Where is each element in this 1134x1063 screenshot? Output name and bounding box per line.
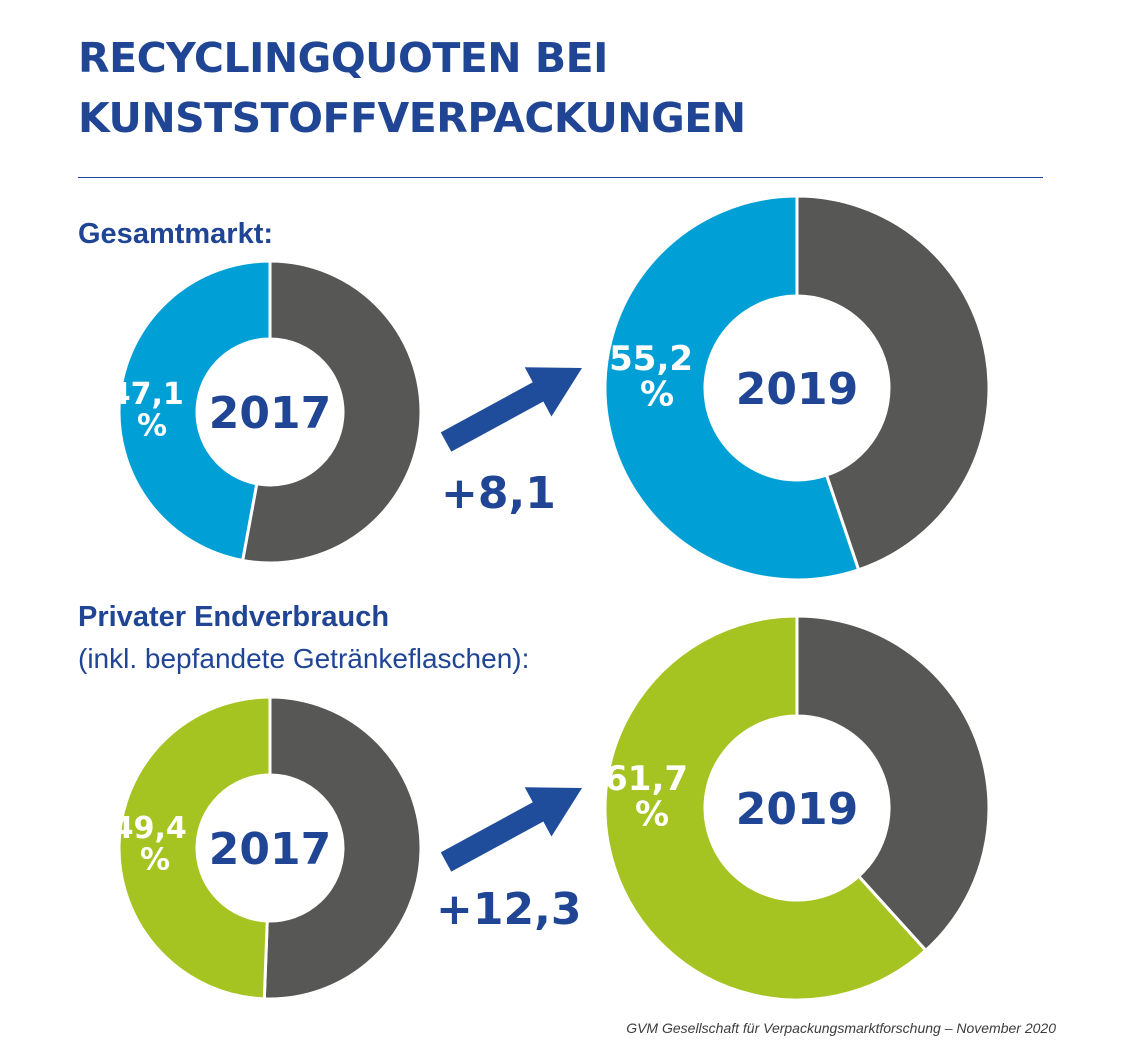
donut-year-label: 2019 bbox=[736, 364, 858, 415]
donut-hole bbox=[197, 339, 343, 485]
donut-value-label: 47,1 % bbox=[110, 377, 194, 444]
delta-label: +12,3 bbox=[436, 884, 581, 935]
donut-value-unit: % bbox=[140, 843, 170, 878]
donut-value-number: 55,2 bbox=[609, 339, 693, 379]
donut-value-unit: % bbox=[137, 409, 167, 444]
title-divider bbox=[78, 177, 1043, 178]
page-title: RECYCLINGQUOTEN BEI KUNSTSTOFFVERPACKUNG… bbox=[78, 28, 978, 148]
donut-hole bbox=[705, 296, 889, 480]
growth-indicator-privat: +12,3 bbox=[436, 787, 582, 935]
arrow-up-right-icon bbox=[440, 367, 582, 452]
page-title-line-2: KUNSTSTOFFVERPACKUNGEN bbox=[78, 94, 746, 142]
donut-value-number: 47,1 bbox=[110, 377, 184, 412]
section-heading-privater-endverbrauch: Privater Endverbrauch bbox=[78, 601, 390, 633]
donut-value-label: 49,4 % bbox=[113, 811, 197, 878]
donut-chart-privat-2019: 2019 61,7 % bbox=[603, 614, 991, 1002]
donut-hole bbox=[705, 716, 889, 900]
donut-value-label: 55,2 % bbox=[609, 339, 705, 415]
donut-value-number: 61,7 bbox=[604, 759, 688, 799]
donut-year-label: 2019 bbox=[736, 784, 858, 835]
donut-value-unit: % bbox=[640, 375, 674, 415]
section-heading-gesamtmarkt: Gesamtmarkt: bbox=[78, 218, 274, 250]
donut-chart-gesamtmarkt-2019: 2019 55,2 % bbox=[603, 194, 991, 582]
donut-chart-gesamtmarkt-2017: 2017 47,1 % bbox=[110, 259, 423, 565]
donut-value-label: 61,7 % bbox=[604, 759, 700, 835]
delta-label: +8,1 bbox=[441, 468, 556, 519]
donut-hole bbox=[197, 775, 343, 921]
donut-chart-privat-2017: 2017 49,4 % bbox=[113, 695, 423, 1001]
arrow-up-right-icon bbox=[440, 787, 582, 872]
donut-value-unit: % bbox=[635, 795, 669, 835]
source-note: GVM Gesellschaft für Verpackungsmarktfor… bbox=[626, 1020, 1056, 1036]
page-title-line-1: RECYCLINGQUOTEN BEI bbox=[78, 34, 608, 82]
growth-indicator-gesamtmarkt: +8,1 bbox=[440, 367, 582, 519]
donut-value-number: 49,4 bbox=[113, 811, 187, 846]
donut-year-label: 2017 bbox=[209, 388, 331, 439]
donut-year-label: 2017 bbox=[209, 824, 331, 875]
section-subheading-privater-endverbrauch: (inkl. bepfandete Getränkeflaschen): bbox=[78, 643, 530, 674]
